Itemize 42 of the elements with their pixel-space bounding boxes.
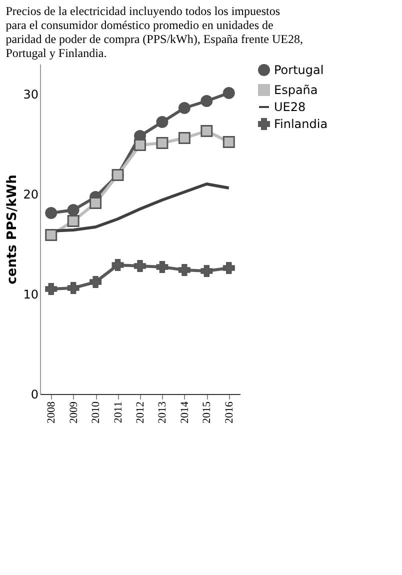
point — [90, 276, 102, 288]
y-axis-title: cents PPS/kWh — [5, 174, 20, 284]
point — [200, 265, 213, 277]
legend-label: Portugal — [274, 63, 324, 77]
x-tick-label: 2016 — [223, 401, 236, 424]
x-tick-label: 2008 — [46, 401, 58, 424]
chart-title: Precios de la electricidad incluyendo todos los impuestos para el consumidor doméstico promedio en unidades de paridad de poder de compra (PPS/kWh), España frente UE28, Portugal y Finlandia. — [6, 4, 303, 60]
point — [67, 282, 80, 294]
x-tick-label: 2009 — [68, 401, 80, 424]
x-tick-label: 2012 — [134, 402, 146, 424]
x-tick-label: 2013 — [156, 401, 169, 424]
point — [67, 215, 80, 227]
point — [134, 139, 146, 151]
legend-label: España — [274, 83, 318, 97]
point — [112, 259, 124, 271]
y-tick-label: 20 — [23, 188, 38, 202]
point — [222, 262, 235, 274]
point — [134, 260, 146, 272]
point — [90, 197, 102, 209]
legend-label: UE28 — [274, 100, 306, 114]
y-tick-label: 30 — [23, 88, 38, 102]
point — [178, 264, 190, 276]
x-tick-label: 2015 — [201, 401, 214, 424]
point — [156, 137, 168, 149]
point — [222, 87, 235, 99]
point — [45, 283, 58, 295]
point — [178, 132, 190, 144]
point — [222, 136, 235, 148]
point — [45, 229, 58, 241]
y-tick-label: 10 — [23, 288, 38, 302]
legend-label: Finlandia — [274, 117, 328, 131]
point — [178, 102, 190, 114]
point — [200, 125, 213, 137]
point — [200, 95, 213, 107]
point — [45, 207, 58, 219]
x-tick-label: 2014 — [178, 401, 191, 424]
point — [156, 116, 168, 128]
point — [67, 204, 80, 216]
x-tick-label: 2010 — [90, 401, 102, 424]
x-tick-label: 2011 — [112, 402, 124, 424]
point — [156, 261, 168, 273]
y-tick-label: 0 — [30, 388, 38, 402]
